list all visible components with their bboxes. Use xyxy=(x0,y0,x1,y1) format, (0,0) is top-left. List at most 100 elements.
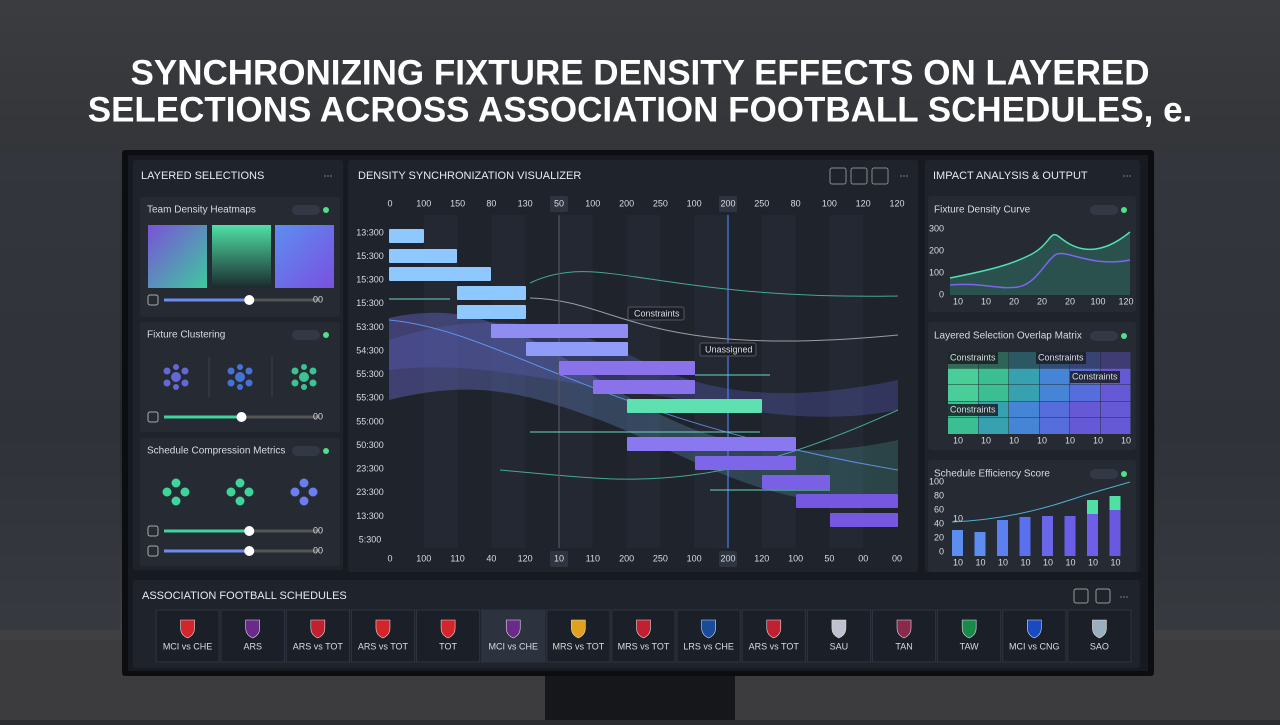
score-bar-top xyxy=(1087,500,1098,514)
matrix-cell[interactable] xyxy=(1070,385,1100,401)
fixture-label: TAW xyxy=(960,641,979,651)
slider-handle[interactable] xyxy=(244,526,255,536)
y-axis-label: 50:300 xyxy=(356,440,384,450)
score-bar[interactable] xyxy=(1019,517,1031,556)
schedule-bar[interactable] xyxy=(762,475,830,489)
schedule-bar[interactable] xyxy=(389,267,491,281)
matrix-cell[interactable] xyxy=(1039,401,1070,418)
score-bar[interactable] xyxy=(997,520,1008,556)
menu-button[interactable]: ⋯ xyxy=(1120,591,1129,601)
toggle[interactable] xyxy=(292,446,320,456)
toggle[interactable] xyxy=(1090,469,1118,479)
card-title: Schedule Compression Metrics xyxy=(147,446,285,457)
schedule-bar[interactable] xyxy=(491,324,628,338)
x-axis-label: 10 xyxy=(953,557,963,567)
score-bar[interactable] xyxy=(952,530,963,556)
toolbar-button[interactable] xyxy=(829,167,847,185)
x-axis-label: 20 xyxy=(1009,296,1019,306)
cluster-dot xyxy=(245,367,253,375)
panel-title: LAYERED SELECTIONS xyxy=(141,170,264,182)
menu-button[interactable]: ⋯ xyxy=(900,170,909,180)
schedule-bar[interactable] xyxy=(796,494,898,508)
toolbar-button[interactable] xyxy=(1095,588,1111,604)
schedule-bar[interactable] xyxy=(457,286,526,300)
matrix-cell[interactable] xyxy=(1100,401,1131,418)
matrix-cell[interactable] xyxy=(1009,401,1039,418)
matrix-cell[interactable] xyxy=(1070,418,1100,434)
schedule-bar[interactable] xyxy=(389,249,457,263)
matrix-cell[interactable] xyxy=(1009,385,1039,401)
matrix-cell[interactable] xyxy=(948,418,978,434)
schedule-bar[interactable] xyxy=(457,305,526,319)
score-bar[interactable] xyxy=(1064,516,1076,556)
y-axis-label: 200 xyxy=(929,245,944,255)
x-axis-label: 10 xyxy=(1065,435,1075,445)
checkbox[interactable] xyxy=(147,411,159,423)
cursor-chip xyxy=(550,551,568,567)
fixture-tile[interactable] xyxy=(546,609,611,663)
y-axis-label: 0 xyxy=(939,546,944,556)
y-axis-label: 100 xyxy=(929,267,944,277)
checkbox[interactable] xyxy=(147,294,159,306)
toggle[interactable] xyxy=(1090,205,1118,215)
matrix-cell[interactable] xyxy=(978,368,1009,385)
toolbar-button[interactable] xyxy=(1073,588,1089,604)
matrix-cell[interactable] xyxy=(1100,352,1131,368)
schedule-bar[interactable] xyxy=(559,361,695,375)
monitor-stand xyxy=(545,672,735,720)
fixture-tile[interactable] xyxy=(806,609,871,663)
schedule-bar[interactable] xyxy=(627,399,762,413)
toggle[interactable] xyxy=(292,205,320,215)
x-axis-label: 120 xyxy=(754,553,769,563)
matrix-cell[interactable] xyxy=(948,368,978,385)
matrix-cell[interactable] xyxy=(978,385,1009,401)
toolbar-button[interactable] xyxy=(850,167,868,185)
toggle-dot xyxy=(1121,207,1127,213)
matrix-cell[interactable] xyxy=(1039,385,1070,401)
score-bar[interactable] xyxy=(1109,496,1121,556)
schedule-bar[interactable] xyxy=(695,456,796,470)
toolbar-button[interactable] xyxy=(871,167,889,185)
matrix-cell[interactable] xyxy=(1100,418,1131,434)
matrix-cell[interactable] xyxy=(1009,352,1039,368)
cluster-dot xyxy=(227,367,235,375)
team-badge xyxy=(180,619,195,639)
score-bar[interactable] xyxy=(1087,500,1098,556)
schedule-bar[interactable] xyxy=(830,513,898,527)
matrix-cell[interactable] xyxy=(1070,401,1100,418)
fixture-tile[interactable] xyxy=(481,609,546,663)
toggle[interactable] xyxy=(292,330,320,340)
matrix-cell[interactable] xyxy=(1009,368,1039,385)
matrix-label-box xyxy=(948,352,998,364)
matrix-cell[interactable] xyxy=(1100,385,1131,401)
score-note: 10 xyxy=(953,513,963,523)
slider-handle[interactable] xyxy=(244,546,255,556)
matrix-cell[interactable] xyxy=(978,418,1009,434)
score-bar[interactable] xyxy=(1042,516,1053,556)
fixture-label: ARS vs TOT xyxy=(358,641,409,651)
metric-dot xyxy=(226,487,236,497)
schedule-bar[interactable] xyxy=(526,342,628,356)
checkbox[interactable] xyxy=(147,545,159,557)
y-axis-label: 0 xyxy=(939,289,944,299)
matrix-cell[interactable] xyxy=(948,385,978,401)
toggle[interactable] xyxy=(1090,331,1118,341)
score-bar[interactable] xyxy=(974,532,986,556)
y-axis-label: 13:300 xyxy=(356,227,384,237)
x-axis-label: 250 xyxy=(653,198,668,208)
slider-handle[interactable] xyxy=(236,412,247,422)
matrix-cell[interactable] xyxy=(1039,418,1070,434)
slider-handle[interactable] xyxy=(244,295,255,305)
matrix-cell[interactable] xyxy=(1039,368,1070,385)
checkbox[interactable] xyxy=(147,525,159,537)
schedule-bar[interactable] xyxy=(389,229,424,243)
menu-button[interactable]: ⋯ xyxy=(1123,170,1132,180)
menu-button[interactable]: ⋯ xyxy=(324,170,333,180)
fixture-label: MRS vs TOT xyxy=(553,641,605,651)
schedule-bar[interactable] xyxy=(593,380,695,394)
metric-dot xyxy=(171,496,181,506)
matrix-cell[interactable] xyxy=(1009,418,1039,434)
x-axis-label: 20 xyxy=(1037,296,1047,306)
x-axis-label: 10 xyxy=(1110,557,1120,567)
schedule-bar[interactable] xyxy=(627,437,796,451)
